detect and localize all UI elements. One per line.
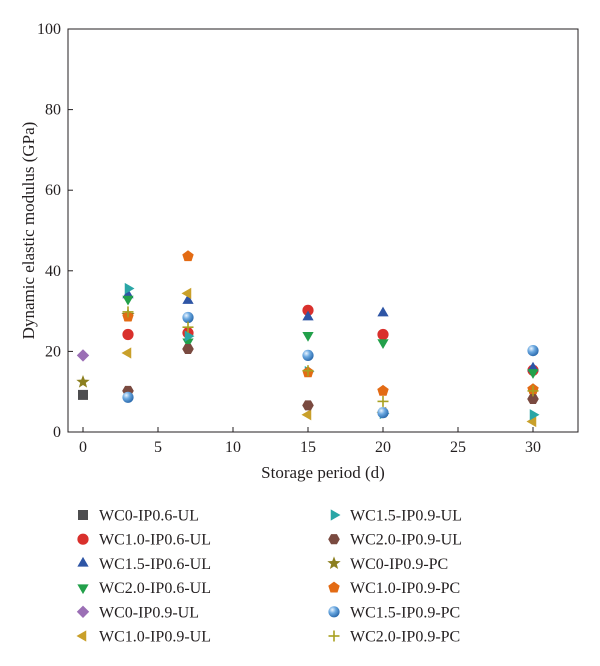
data-point-triangle-up xyxy=(182,294,194,304)
x-tick-label: 10 xyxy=(225,439,241,456)
legend-label: WC2.0-IP0.9-PC xyxy=(350,629,460,646)
data-point-sphere xyxy=(527,345,539,357)
legend-marker-triangle-up xyxy=(77,556,89,567)
legend-label: WC0-IP0.9-PC xyxy=(350,556,448,573)
legend-marker-triangle-left xyxy=(76,630,87,642)
legend-label: WC0-IP0.6-UL xyxy=(99,508,199,525)
data-point-triangle-right xyxy=(529,409,540,421)
data-point-plus xyxy=(302,365,314,377)
legend-marker-triangle-down xyxy=(77,584,89,595)
data-point-plus xyxy=(377,395,389,407)
y-tick-label: 20 xyxy=(45,343,61,360)
data-point-hexagon xyxy=(302,400,314,411)
data-point-triangle-up xyxy=(527,361,539,372)
legend-label: WC1.5-IP0.9-PC xyxy=(350,604,460,621)
legend-label: WC2.0-IP0.6-UL xyxy=(99,580,211,597)
data-point-triangle-left xyxy=(301,409,312,421)
data-point-triangle-right xyxy=(184,330,195,342)
legend-label: WC1.5-IP0.9-UL xyxy=(350,508,462,525)
y-tick-label: 100 xyxy=(37,21,61,38)
legend-marker-hexagon xyxy=(328,534,340,545)
legend-marker-triangle-right xyxy=(330,509,341,521)
data-point-triangle-down xyxy=(122,295,134,306)
y-axis-title: Dynamic elastic modulus (GPa) xyxy=(19,122,38,340)
legend-label: WC1.0-IP0.9-UL xyxy=(99,629,211,646)
legend-label: WC1.5-IP0.6-UL xyxy=(99,556,211,573)
y-tick-label: 0 xyxy=(53,424,61,441)
x-tick-label: 5 xyxy=(154,439,162,456)
data-point-triangle-up xyxy=(377,306,389,317)
data-point-plus xyxy=(122,306,134,318)
data-point-star xyxy=(76,375,90,388)
data-point-sphere xyxy=(302,349,314,361)
x-tick-label: 25 xyxy=(450,439,466,456)
y-tick-label: 40 xyxy=(45,263,61,280)
data-point-sphere xyxy=(182,311,194,324)
data-point-triangle-up xyxy=(302,310,314,321)
data-point-pentagon xyxy=(182,250,194,262)
plot-frame xyxy=(67,28,579,433)
data-point-pentagon xyxy=(377,384,389,396)
data-point-plus xyxy=(182,321,194,333)
data-point-diamond xyxy=(76,349,90,362)
legend-marker-pentagon xyxy=(328,581,340,593)
data-point-circle xyxy=(377,328,389,341)
legend-label: WC2.0-IP0.9-UL xyxy=(350,532,462,549)
x-axis-title: Storage period (d) xyxy=(261,463,385,482)
data-point-hexagon xyxy=(182,343,194,355)
data-point-plus xyxy=(527,385,539,397)
x-tick-label: 20 xyxy=(375,439,391,456)
data-point-sphere xyxy=(122,391,134,403)
legend: WC0-IP0.6-UL WC1.0-IP0.6-UL WC1.5-IP0.6-UL… xyxy=(76,508,462,646)
x-tick-label: 15 xyxy=(300,439,316,456)
data-point-triangle-down xyxy=(527,369,539,379)
data-point-square xyxy=(78,389,88,400)
legend-label: WC1.0-IP0.9-PC xyxy=(350,580,460,597)
data-point-sphere xyxy=(377,407,389,419)
data-point-hexagon xyxy=(527,393,539,405)
legend-marker-plus xyxy=(328,630,340,642)
legend-label: WC0-IP0.9-UL xyxy=(99,604,199,621)
legend-marker-star xyxy=(327,556,341,570)
data-point-triangle-right xyxy=(124,282,135,295)
data-point-triangle-left xyxy=(526,415,537,428)
data-point-triangle-left xyxy=(181,287,192,300)
y-tick-label: 60 xyxy=(45,182,61,199)
data-point-circle xyxy=(302,304,314,316)
legend-label: WC1.0-IP0.6-UL xyxy=(99,532,211,549)
legend-marker-square xyxy=(78,510,88,520)
legend-marker-diamond xyxy=(76,605,90,618)
data-point-triangle-left xyxy=(121,347,132,359)
data-point-triangle-down xyxy=(302,332,314,342)
y-tick-label: 80 xyxy=(45,102,61,119)
legend-marker-sphere xyxy=(328,606,340,618)
x-tick-label: 30 xyxy=(525,439,541,456)
x-tick-label: 0 xyxy=(79,439,87,456)
data-point-triangle-down xyxy=(377,339,389,349)
data-point-circle xyxy=(122,328,134,341)
legend-marker-circle xyxy=(77,533,89,545)
